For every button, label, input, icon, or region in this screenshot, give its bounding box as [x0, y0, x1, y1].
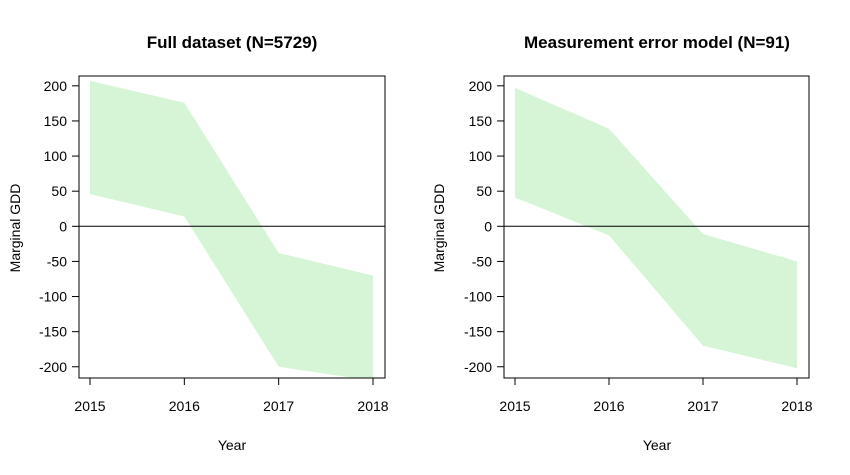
- y-tick-label: 150: [44, 113, 68, 129]
- chart-title: Full dataset (N=5729): [147, 33, 318, 52]
- y-axis-label: Marginal GDD: [7, 184, 23, 273]
- y-axis-label: Marginal GDD: [431, 184, 447, 273]
- x-axis-label: Year: [643, 437, 672, 453]
- y-tick-label: -50: [47, 253, 67, 269]
- y-tick-label: -200: [464, 359, 492, 375]
- x-tick-label: 2018: [357, 398, 388, 414]
- y-tick-label: -100: [464, 289, 492, 305]
- panel-measurement-error-model: Measurement error model (N=91) Year Marg…: [431, 33, 813, 453]
- y-tick-label: -150: [464, 324, 492, 340]
- x-tick-label: 2015: [74, 398, 105, 414]
- y-tick-label: -150: [39, 324, 67, 340]
- y-tick-label: 100: [469, 148, 493, 164]
- panel-full-dataset: Full dataset (N=5729) Year Marginal GDD …: [7, 33, 389, 453]
- chart-title: Measurement error model (N=91): [524, 33, 790, 52]
- y-tick-label: 150: [469, 113, 493, 129]
- y-tick-label: 50: [476, 183, 492, 199]
- y-tick-label: -50: [472, 253, 492, 269]
- y-tick-label: -200: [39, 359, 67, 375]
- y-tick-label: 0: [484, 218, 492, 234]
- y-tick-label: 0: [59, 218, 67, 234]
- y-tick-label: 100: [44, 148, 68, 164]
- x-tick-label: 2015: [499, 398, 530, 414]
- y-tick-label: 200: [469, 78, 493, 94]
- x-tick-label: 2017: [687, 398, 718, 414]
- x-tick-label: 2016: [593, 398, 624, 414]
- y-tick-label: -100: [39, 289, 67, 305]
- x-tick-label: 2017: [263, 398, 294, 414]
- y-tick-label: 50: [51, 183, 67, 199]
- y-tick-label: 200: [44, 78, 68, 94]
- x-tick-label: 2018: [781, 398, 812, 414]
- confidence-band: [515, 87, 797, 369]
- x-axis-label: Year: [218, 437, 247, 453]
- confidence-band: [90, 80, 373, 378]
- x-tick-label: 2016: [169, 398, 200, 414]
